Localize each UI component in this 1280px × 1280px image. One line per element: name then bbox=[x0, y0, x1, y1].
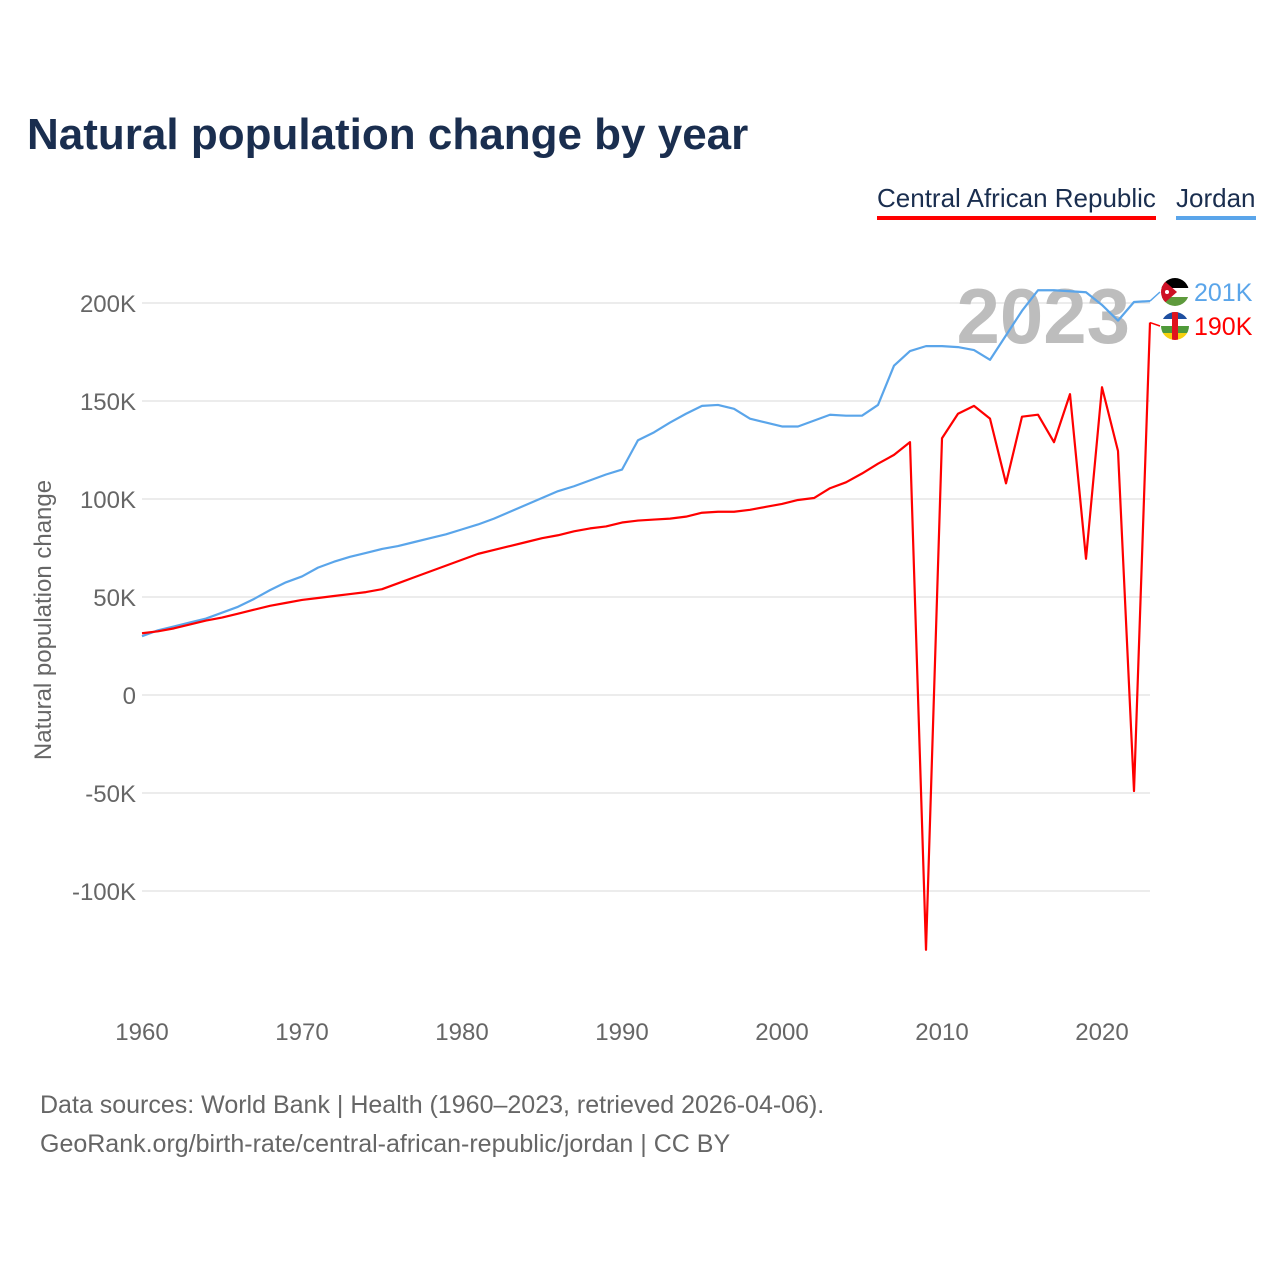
x-tick-label: 2000 bbox=[755, 1019, 808, 1046]
x-tick-label: 1980 bbox=[435, 1019, 488, 1046]
legend-item-jordan[interactable]: Jordan bbox=[1176, 183, 1256, 220]
source-line-2[interactable]: GeoRank.org/birth-rate/central-african-r… bbox=[40, 1130, 731, 1158]
x-tick-label: 1970 bbox=[275, 1019, 328, 1046]
y-tick-label: 0 bbox=[123, 683, 136, 710]
x-tick-label: 1990 bbox=[595, 1019, 648, 1046]
chart-title: Natural population change by year bbox=[27, 110, 749, 159]
car-flag-icon bbox=[1161, 312, 1189, 340]
y-tick-label: 200K bbox=[80, 291, 136, 318]
year-label: 2023 bbox=[956, 272, 1130, 360]
y-axis-label: Natural population change bbox=[30, 480, 57, 760]
series-line-jordan bbox=[141, 289, 1151, 638]
y-tick-label: 100K bbox=[80, 487, 136, 514]
end-value-label-car: 190K bbox=[1194, 313, 1253, 341]
y-tick-label: -50K bbox=[85, 781, 136, 808]
series-line-car bbox=[141, 322, 1152, 951]
end-value-label-jordan: 201K bbox=[1194, 279, 1253, 307]
y-tick-label: 50K bbox=[93, 585, 136, 612]
x-tick-label: 2020 bbox=[1075, 1019, 1128, 1046]
y-tick-label: 150K bbox=[80, 389, 136, 416]
x-tick-label: 1960 bbox=[115, 1019, 168, 1046]
x-tick-label: 2010 bbox=[915, 1019, 968, 1046]
source-note: Data sources: World Bank | Health (1960–… bbox=[40, 1086, 824, 1164]
end-connector bbox=[1149, 291, 1161, 302]
source-line-1: Data sources: World Bank | Health (1960–… bbox=[40, 1091, 825, 1119]
legend-item-car[interactable]: Central African Republic bbox=[877, 183, 1156, 220]
jordan-flag-icon bbox=[1161, 278, 1189, 306]
y-tick-label: -100K bbox=[72, 879, 136, 906]
end-connector bbox=[1149, 321, 1161, 327]
